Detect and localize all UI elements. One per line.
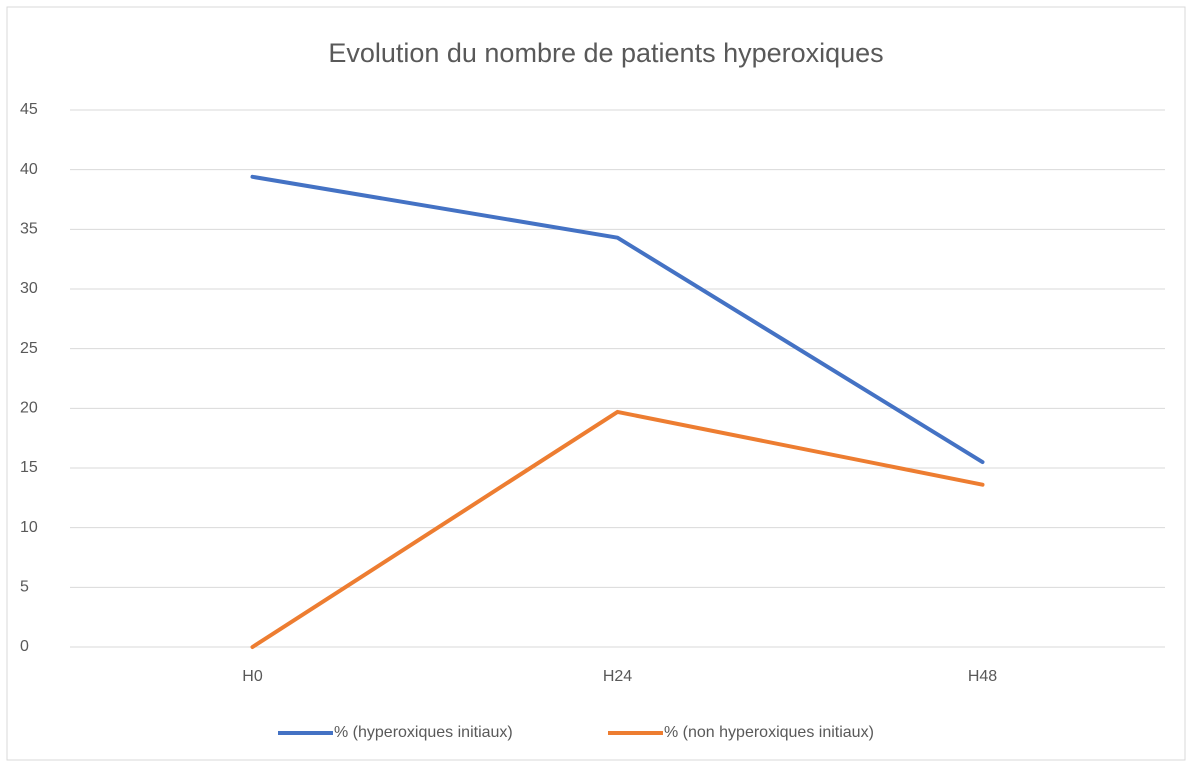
y-tick-label: 15 (20, 459, 38, 476)
y-tick-label: 0 (20, 638, 29, 655)
line-series (250, 409, 985, 649)
legend-label: % (hyperoxiques initiaux) (334, 724, 513, 741)
y-tick-label: 45 (20, 101, 38, 118)
y-tick-label: 5 (20, 579, 29, 596)
chart-title: Evolution du nombre de patients hyperoxi… (328, 38, 883, 68)
y-tick-label: 35 (20, 221, 38, 238)
chart-border (6, 6, 1186, 761)
x-tick-label: H24 (603, 668, 632, 685)
y-tick-label: 20 (20, 400, 38, 417)
x-tick-label: H48 (968, 668, 997, 685)
y-tick-label: 10 (20, 519, 38, 536)
legend-label: % (non hyperoxiques initiaux) (664, 724, 874, 741)
y-tick-label: 30 (20, 280, 38, 297)
y-tick-label: 25 (20, 340, 38, 357)
y-tick-label: 40 (20, 161, 38, 178)
line-series (250, 174, 985, 465)
x-tick-label: H0 (242, 668, 263, 685)
